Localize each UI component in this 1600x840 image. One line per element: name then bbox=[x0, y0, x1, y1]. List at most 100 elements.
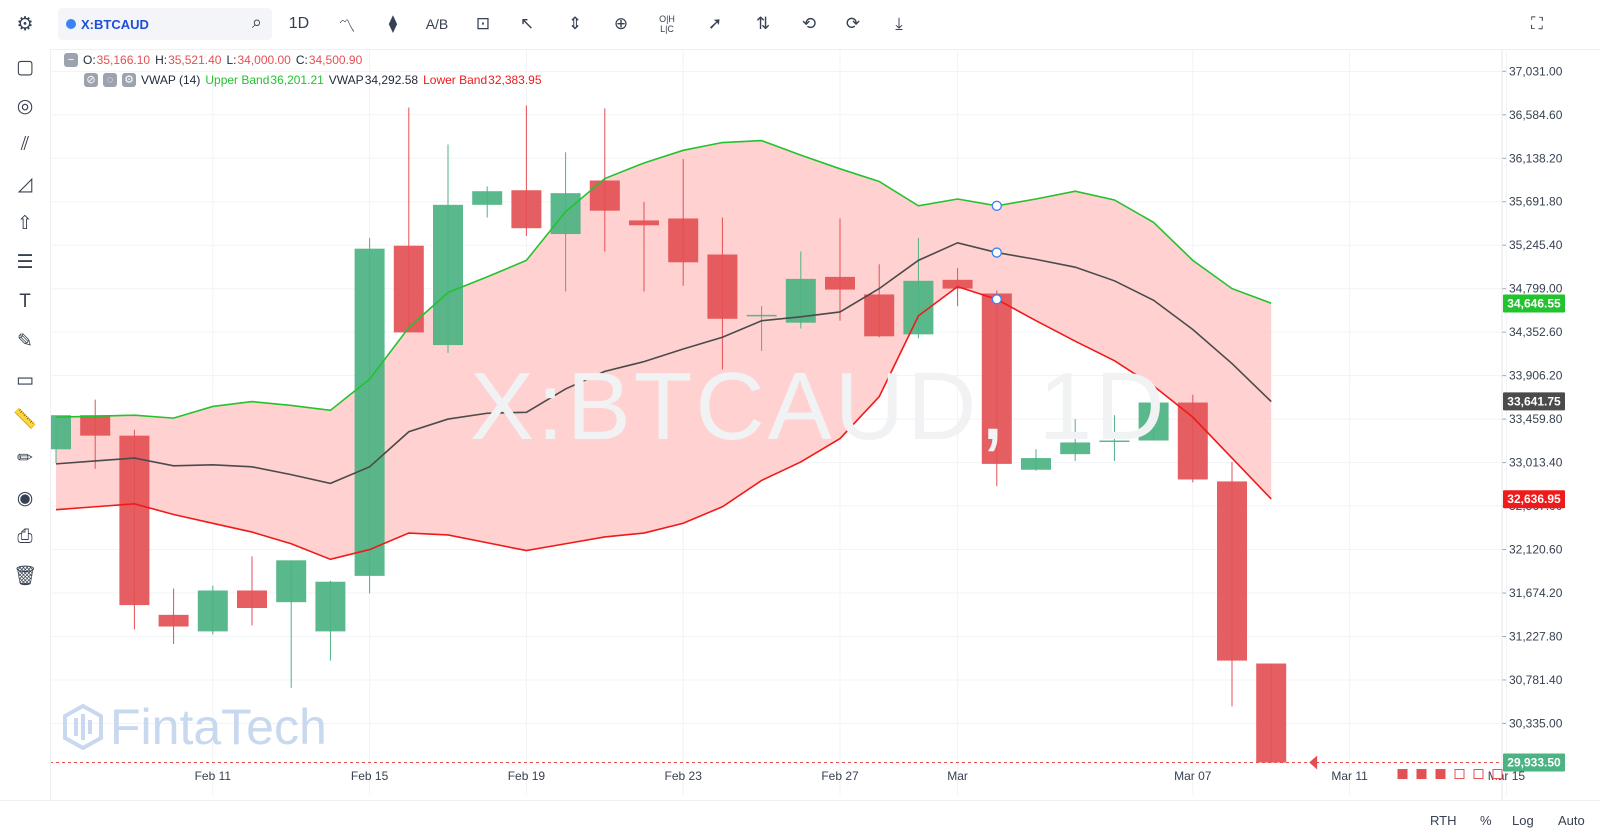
remove-indicator-icon[interactable]: ⊘ bbox=[84, 73, 98, 87]
x-tick-label: Mar 11 bbox=[1331, 769, 1368, 783]
vwap-label: VWAP bbox=[328, 73, 364, 87]
text-tool-icon[interactable]: T bbox=[19, 291, 31, 312]
candles-icon[interactable]: ⧫ bbox=[388, 14, 398, 33]
candle-body bbox=[746, 314, 777, 317]
vwap-line bbox=[55, 241, 1272, 485]
countdown-square bbox=[1473, 769, 1484, 780]
select-icon[interactable]: ➚ bbox=[707, 14, 723, 33]
close-label: C: bbox=[295, 53, 308, 67]
candle-body bbox=[1138, 402, 1169, 441]
cursor-icon[interactable]: ↖ bbox=[519, 14, 535, 33]
countdown-square bbox=[1416, 769, 1427, 780]
percent-button[interactable]: % bbox=[1480, 813, 1492, 828]
countdown-square bbox=[1454, 769, 1465, 780]
candle-body bbox=[237, 590, 267, 609]
brush-icon[interactable]: ✎ bbox=[17, 330, 33, 352]
candle-body bbox=[276, 560, 307, 603]
high-value: 35,521.40 bbox=[168, 53, 222, 67]
high-label: H: bbox=[155, 53, 168, 67]
y-tick-label: 31,227.80 bbox=[1509, 629, 1563, 643]
candle-body bbox=[393, 245, 424, 333]
zoom-icon[interactable]: ⊕ bbox=[613, 14, 629, 33]
x-tick-label: Feb 27 bbox=[821, 769, 859, 783]
lower-band-label: Lower Band bbox=[423, 73, 488, 87]
candle-body bbox=[864, 294, 895, 337]
candle-body bbox=[197, 590, 228, 632]
candle-body bbox=[629, 220, 659, 226]
x-tick-label: Feb 15 bbox=[351, 769, 389, 783]
fullscreen-icon[interactable]: ⛶ bbox=[1531, 14, 1543, 33]
x-tick-label: Mar bbox=[947, 769, 968, 783]
y-tick-label: 34,799.00 bbox=[1509, 282, 1563, 296]
log-button[interactable]: Log bbox=[1512, 813, 1534, 828]
y-tick-label: 31,674.20 bbox=[1509, 586, 1563, 600]
y-tick-label: 34,352.60 bbox=[1509, 325, 1563, 339]
upper-band-handle[interactable] bbox=[991, 200, 1002, 211]
search-icon[interactable]: ⌕ bbox=[251, 12, 262, 32]
indicator-legend: ⊘ ◌ ⚙ VWAP (14) Upper Band 36,201.21 VWAP… bbox=[84, 73, 547, 87]
y-tick-label: 32,120.60 bbox=[1509, 543, 1563, 557]
x-tick-label: Feb 23 bbox=[665, 769, 703, 783]
candle-body bbox=[315, 581, 346, 632]
trendline-icon[interactable]: ⫽ bbox=[20, 134, 30, 155]
last-price-tag-bg bbox=[1503, 753, 1565, 772]
ruler-icon[interactable]: 📏 bbox=[13, 409, 37, 430]
candle-body bbox=[80, 415, 111, 436]
lower-band-price-tag: 32,636.95 bbox=[1507, 492, 1561, 506]
trash-icon[interactable]: 🗑 bbox=[12, 566, 38, 587]
lower-band-line bbox=[55, 285, 1272, 561]
y-tick-label: 35,691.80 bbox=[1509, 195, 1563, 209]
pencil-icon[interactable]: ✏ bbox=[17, 447, 33, 469]
symbol-search-field[interactable]: X:BTCAUD ⌕ bbox=[58, 8, 272, 40]
candle-body bbox=[1060, 442, 1091, 455]
brand-name: FintaTech bbox=[110, 699, 327, 755]
top-toolbar: X:BTCAUD ⌕ 1D 〽 ⧫ A/B ⊡ ↖ ⇕ ⊕ O|H L|C ➚ … bbox=[50, 0, 1600, 50]
collapse-legend-icon[interactable]: − bbox=[64, 53, 78, 67]
rth-button[interactable]: RTH bbox=[1430, 813, 1457, 828]
indicator-name: VWAP (14) bbox=[141, 73, 201, 87]
candle-body bbox=[1217, 481, 1247, 661]
vwap-price-tag: 33,641.75 bbox=[1507, 394, 1561, 408]
bottom-bar: RTH % Log Auto bbox=[0, 800, 1600, 840]
fit-icon[interactable]: ⇕ bbox=[567, 14, 583, 33]
sort-icon[interactable]: ⇅ bbox=[755, 14, 771, 33]
x-tick-label: Feb 19 bbox=[508, 769, 546, 783]
rectangle-icon[interactable]: ▢ bbox=[16, 56, 34, 78]
y-tick-label: 30,335.00 bbox=[1509, 716, 1563, 730]
pattern-icon[interactable]: ☰ bbox=[16, 251, 34, 273]
candle-body bbox=[158, 614, 189, 627]
arrow-up-icon[interactable]: ⇧ bbox=[17, 212, 33, 234]
fibonacci-icon[interactable]: ◿ bbox=[17, 173, 33, 195]
auto-button[interactable]: Auto bbox=[1558, 813, 1585, 828]
symbol-name: X:BTCAUD bbox=[81, 16, 149, 32]
indicators-icon[interactable]: 〽 bbox=[338, 16, 356, 36]
redo-icon[interactable]: ⟳ bbox=[845, 14, 861, 33]
target-icon[interactable]: ◎ bbox=[16, 95, 34, 117]
vwap-handle[interactable] bbox=[991, 247, 1002, 258]
ohlc-icon[interactable]: O|H L|C bbox=[659, 14, 675, 34]
camera-icon[interactable]: ⎙ bbox=[17, 526, 33, 547]
ohlc-legend: − O: 35,166.10 H: 35,521.40 L: 34,000.00 C:… bbox=[64, 53, 367, 67]
y-tick-label: 35,245.40 bbox=[1509, 238, 1563, 252]
comment-icon[interactable]: ▭ bbox=[16, 369, 34, 391]
candle-body bbox=[354, 248, 385, 576]
candle-body bbox=[668, 218, 699, 263]
candle-body bbox=[550, 193, 581, 235]
candle-body bbox=[589, 180, 620, 211]
indicator-settings-icon[interactable]: ⚙ bbox=[122, 73, 136, 87]
candle-body bbox=[707, 254, 738, 319]
hide-drawings-icon[interactable]: ◉ bbox=[16, 487, 34, 509]
download-icon[interactable]: ⤓ bbox=[895, 14, 903, 33]
candle-body bbox=[825, 276, 855, 290]
y-tick-label: 33,013.40 bbox=[1509, 456, 1563, 470]
interval-button[interactable]: 1D bbox=[288, 15, 310, 32]
undo-icon[interactable]: ⟲ bbox=[801, 14, 817, 33]
lower-band-handle[interactable] bbox=[991, 294, 1002, 305]
drawing-toolbar: ⚙ ▢ ◎ ⫽ ◿ ⇧ ☰ T ✎ ▭ 📏 ✏ ◉ ⎙ 🗑 bbox=[0, 0, 51, 839]
countdown-square bbox=[1492, 769, 1503, 780]
hide-indicator-icon[interactable]: ◌ bbox=[103, 73, 117, 87]
compare-icon[interactable]: A/B bbox=[425, 16, 449, 32]
text-template-icon[interactable]: ⊡ bbox=[475, 14, 491, 33]
settings-icon[interactable]: ⚙ bbox=[16, 13, 34, 35]
